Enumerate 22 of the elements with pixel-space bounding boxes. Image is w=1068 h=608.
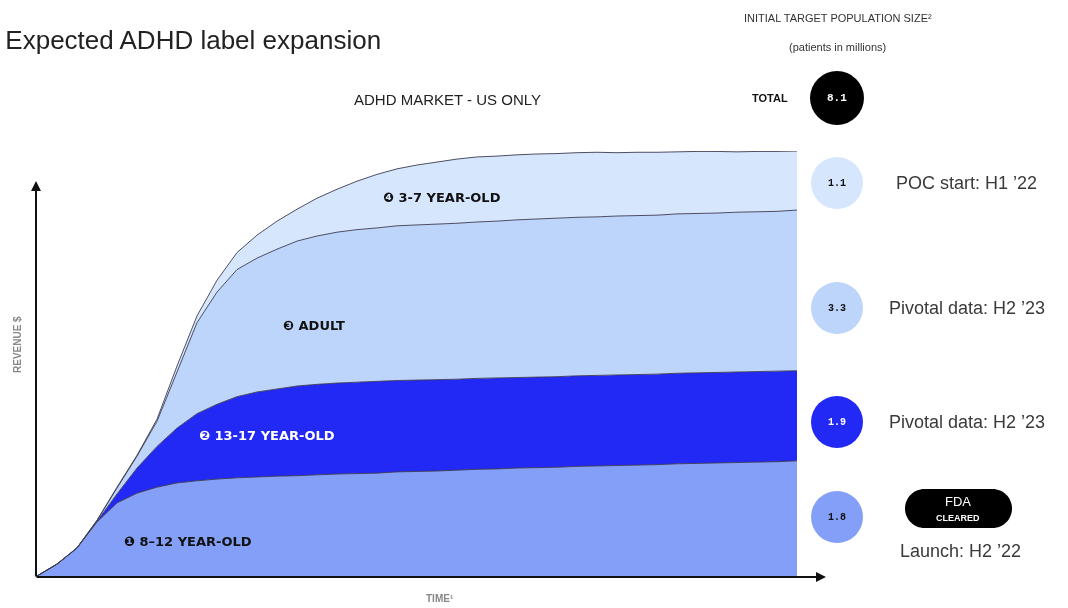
y-axis-title: REVENUE $	[12, 315, 23, 373]
chart-subtitle: ADHD MARKET - US ONLY	[354, 91, 541, 108]
text: Pivotal data: H2 ’23	[889, 298, 1046, 318]
text: 1.1	[828, 178, 847, 189]
text: TOTAL	[752, 92, 788, 104]
text: (patients in millions)	[789, 41, 887, 53]
text: 3.3	[828, 303, 847, 314]
series-label: ❹ 3-7 YEAR-OLD	[383, 190, 501, 205]
text: 1.8	[828, 512, 847, 523]
series-label: ❶ 8–12 YEAR-OLD	[124, 534, 252, 549]
text: 1.9	[828, 417, 847, 428]
text: POC start: H1 ’22	[896, 173, 1038, 193]
x-axis-title: TIME¹	[426, 593, 454, 604]
text: CLEARED	[936, 513, 980, 523]
text: INITIAL TARGET POPULATION SIZE²	[744, 12, 932, 24]
text: FDA	[945, 494, 972, 509]
text: Pivotal data: H2 ’23	[889, 412, 1046, 432]
series-label: ❸ ADULT	[283, 318, 346, 333]
chart-title: Expected ADHD label expansion	[5, 24, 382, 55]
series-label: ❷ 13-17 YEAR-OLD	[199, 428, 335, 443]
text: 8.1	[827, 92, 848, 104]
text: Launch: H2 ’22	[900, 541, 1022, 561]
